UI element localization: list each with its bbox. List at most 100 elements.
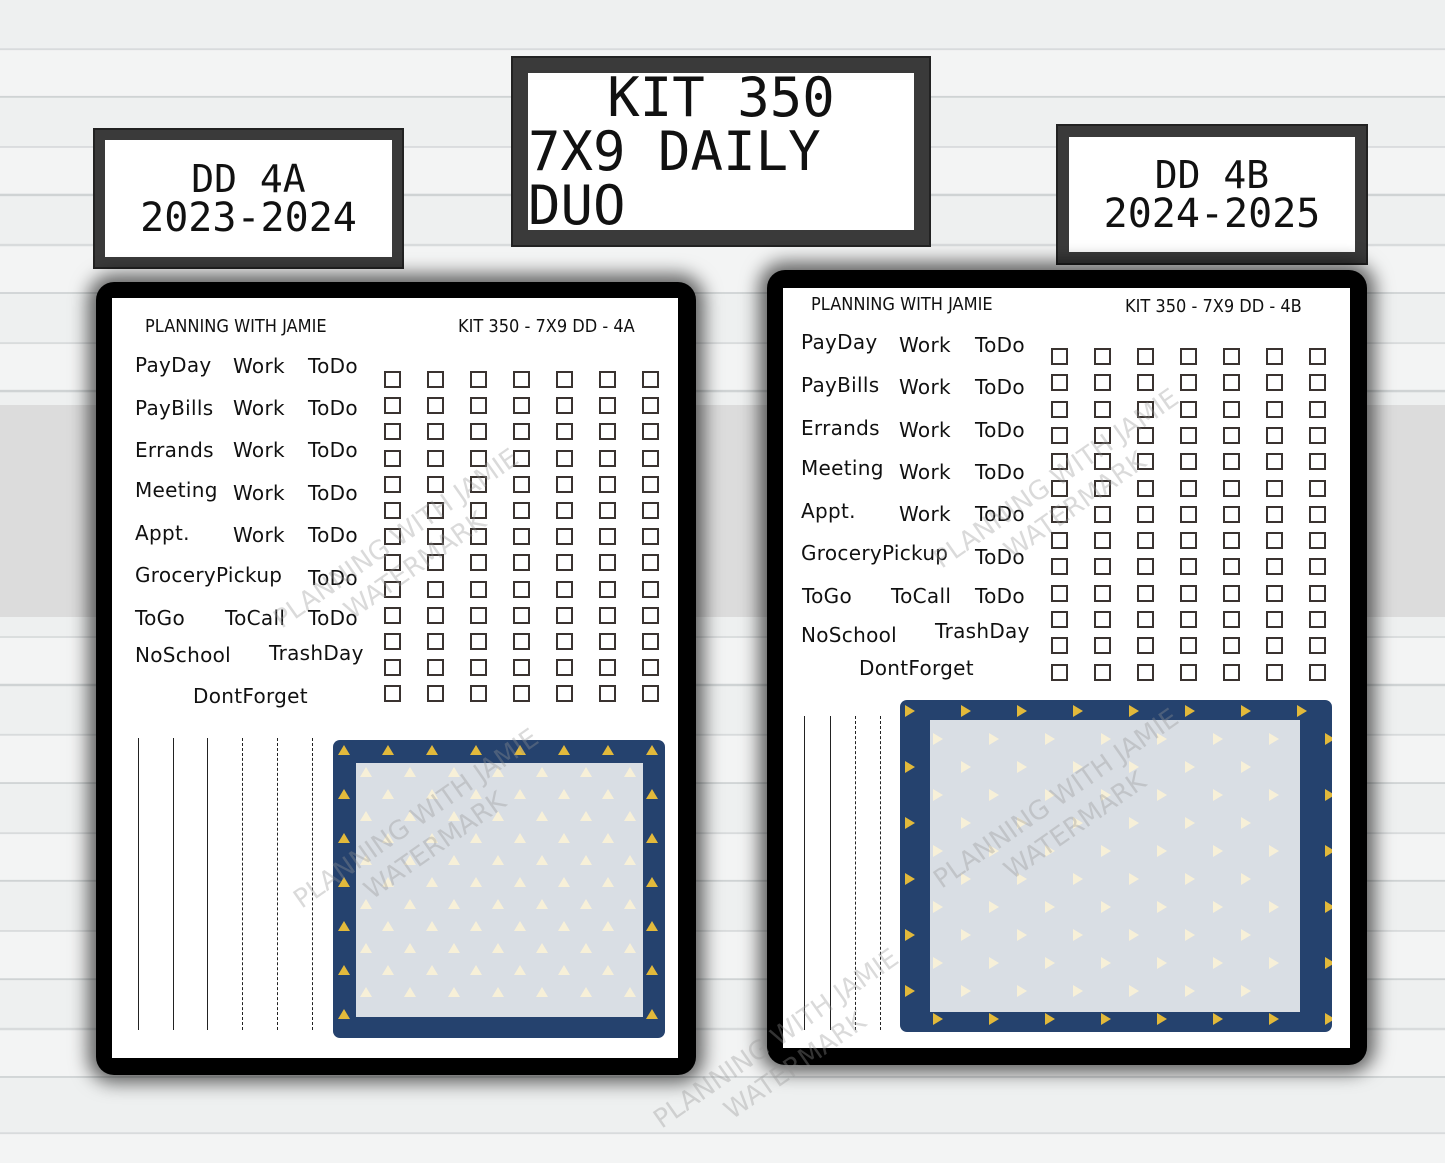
checkbox-sticker: [642, 659, 659, 677]
sticker-word: PayDay: [135, 353, 212, 377]
triangle-icon: [602, 833, 614, 843]
triangle-icon: [448, 855, 460, 865]
label-kit-line2: 7X9 DAILY DUO: [528, 119, 821, 237]
triangle-icon: [426, 745, 438, 755]
triangle-icon: [1073, 929, 1083, 941]
triangle-icon: [536, 987, 548, 997]
triangle-icon: [646, 833, 658, 843]
sticker-word: Work: [233, 396, 285, 420]
triangle-icon: [933, 1013, 943, 1025]
triangle-icon: [382, 965, 394, 975]
checkbox-sticker: [513, 580, 530, 598]
checkbox-sticker: [1051, 453, 1068, 471]
checkbox-sticker: [599, 475, 616, 493]
checkbox-sticker: [427, 475, 444, 493]
sticker-word: ToCall: [225, 606, 286, 630]
triangle-icon: [1157, 1013, 1167, 1025]
tracker-line: [804, 716, 805, 1030]
checkbox-sticker: [1180, 453, 1197, 471]
checkbox-sticker: [642, 423, 659, 441]
checkbox-sticker: [1309, 426, 1326, 444]
triangle-icon: [1017, 761, 1027, 773]
checkbox-sticker: [599, 423, 616, 441]
checkbox-sticker: [470, 371, 487, 388]
checkbox-sticker: [1180, 348, 1197, 365]
checkbox-sticker: [599, 554, 616, 572]
tracker-line: [277, 738, 278, 1030]
checkbox-sticker: [1266, 479, 1283, 497]
checkbox-sticker: [1266, 637, 1283, 655]
sticker-word: ToDo: [975, 545, 1025, 569]
triangle-icon: [1045, 1013, 1055, 1025]
sticker-word: ToDo: [975, 502, 1025, 526]
checkbox-sticker: [1051, 400, 1068, 418]
triangle-icon: [404, 767, 416, 777]
triangle-icon: [426, 965, 438, 975]
checkbox-sticker: [599, 633, 616, 650]
triangle-icon: [1129, 761, 1139, 773]
triangle-icon: [382, 921, 394, 931]
sticker-word: Appt.: [135, 521, 190, 545]
checkbox-sticker: [470, 475, 487, 493]
tracker-line: [242, 738, 243, 1030]
triangle-icon: [1017, 929, 1027, 941]
checkbox-sticker: [427, 554, 444, 572]
checkbox-sticker: [427, 580, 444, 598]
triangle-icon: [1101, 733, 1111, 745]
checkbox-sticker: [470, 528, 487, 546]
triangle-icon: [1017, 985, 1027, 997]
checkbox-sticker: [1137, 453, 1154, 471]
triangle-icon: [404, 899, 416, 909]
triangle-icon: [989, 957, 999, 969]
sheet-code: KIT 350 - 7X9 DD - 4B: [1125, 296, 1302, 317]
checkbox-sticker: [1137, 532, 1154, 550]
checkbox-sticker: [1223, 426, 1240, 444]
triangle-icon: [492, 855, 504, 865]
checkbox-sticker: [1180, 532, 1197, 550]
checkbox-sticker: [1051, 479, 1068, 497]
checkbox-sticker: [427, 423, 444, 441]
checkbox-sticker: [1266, 348, 1283, 365]
checkbox-sticker: [513, 502, 530, 519]
triangle-icon: [933, 845, 943, 857]
checkbox-sticker: [1309, 400, 1326, 418]
triangle-icon: [1045, 789, 1055, 801]
sticker-word: NoSchool: [801, 623, 897, 647]
triangle-icon: [514, 921, 526, 931]
label-dd4b-line2: 2024-2025: [1103, 190, 1321, 237]
triangle-icon: [338, 1009, 350, 1019]
tracker-line: [138, 738, 139, 1030]
triangle-icon: [382, 877, 394, 887]
triangle-icon: [492, 987, 504, 997]
triangle-icon: [426, 921, 438, 931]
checkbox-sticker: [1137, 374, 1154, 392]
triangle-icon: [1241, 817, 1251, 829]
checkbox-sticker: [1180, 637, 1197, 655]
checkbox-sticker: [1094, 637, 1111, 655]
checkbox-sticker: [384, 685, 401, 703]
triangle-icon: [961, 873, 971, 885]
checkbox-sticker: [1309, 663, 1326, 681]
checkbox-sticker: [642, 606, 659, 624]
sticker-word: Work: [899, 333, 951, 357]
tracker-line: [173, 738, 174, 1030]
triangle-icon: [933, 789, 943, 801]
triangle-icon: [1017, 817, 1027, 829]
checkbox-sticker: [1051, 584, 1068, 602]
triangle-icon: [989, 1013, 999, 1025]
triangle-icon: [404, 855, 416, 865]
triangle-icon: [558, 877, 570, 887]
triangle-icon: [602, 965, 614, 975]
checkbox-sticker: [470, 554, 487, 572]
checkbox-sticker: [513, 528, 530, 546]
triangle-icon: [470, 833, 482, 843]
checkbox-sticker: [599, 449, 616, 467]
checkbox-sticker: [1137, 348, 1154, 365]
triangle-icon: [1045, 733, 1055, 745]
sticker-word: Work: [233, 354, 285, 378]
checkbox-sticker: [427, 528, 444, 546]
triangle-icon: [536, 899, 548, 909]
triangle-icon: [1185, 817, 1195, 829]
checkbox-sticker: [1051, 637, 1068, 655]
triangle-icon: [1325, 845, 1332, 857]
